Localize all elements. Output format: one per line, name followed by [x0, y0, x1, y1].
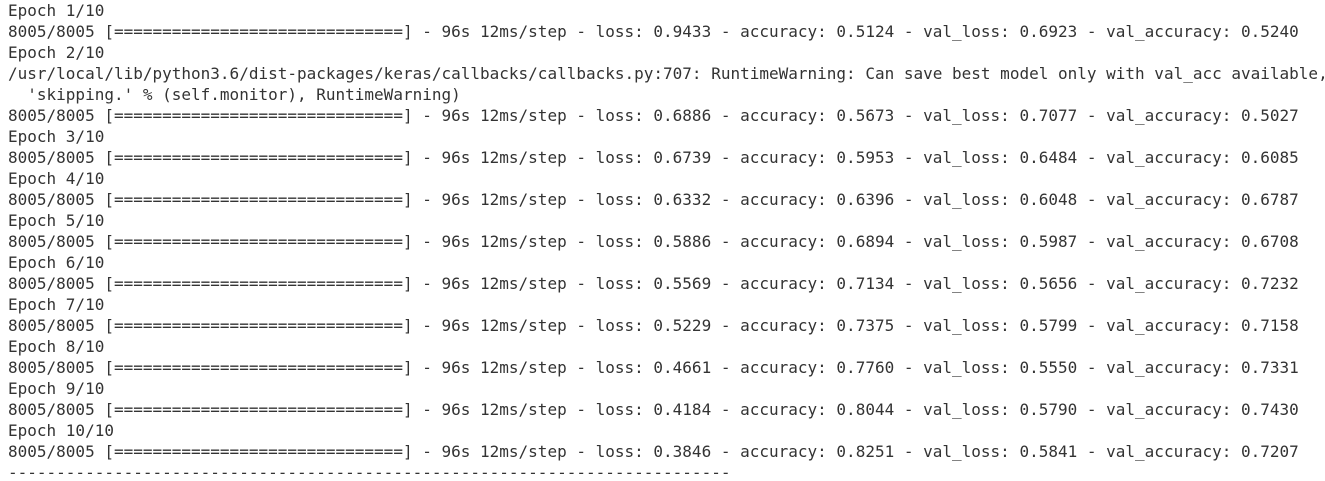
console-line: ----------------------------------------…: [8, 463, 731, 481]
console-line: Epoch 1/10: [8, 1, 105, 20]
console-line: Epoch 5/10: [8, 211, 105, 230]
console-line: 'skipping.' % (self.monitor), RuntimeWar…: [8, 85, 461, 104]
console-line: Epoch 7/10: [8, 295, 105, 314]
console-line: 8005/8005 [=============================…: [8, 106, 1299, 125]
console-line: 8005/8005 [=============================…: [8, 22, 1299, 41]
console-line: /usr/local/lib/python3.6/dist-packages/k…: [8, 64, 1325, 83]
console-line: 8005/8005 [=============================…: [8, 400, 1299, 419]
console-line: Epoch 6/10: [8, 253, 105, 272]
console-line: Epoch 10/10: [8, 421, 114, 440]
console-line: 8005/8005 [=============================…: [8, 232, 1299, 251]
console-line: Epoch 9/10: [8, 379, 105, 398]
console-line: 8005/8005 [=============================…: [8, 148, 1299, 167]
console-line: 8005/8005 [=============================…: [8, 442, 1299, 461]
console-line: Epoch 3/10: [8, 127, 105, 146]
console-line: 8005/8005 [=============================…: [8, 358, 1299, 377]
console-line: Epoch 2/10: [8, 43, 105, 62]
console-line: 8005/8005 [=============================…: [8, 274, 1299, 293]
console-line: 8005/8005 [=============================…: [8, 316, 1299, 335]
console-line: 8005/8005 [=============================…: [8, 190, 1299, 209]
console-line: Epoch 4/10: [8, 169, 105, 188]
console-line: Epoch 8/10: [8, 337, 105, 356]
